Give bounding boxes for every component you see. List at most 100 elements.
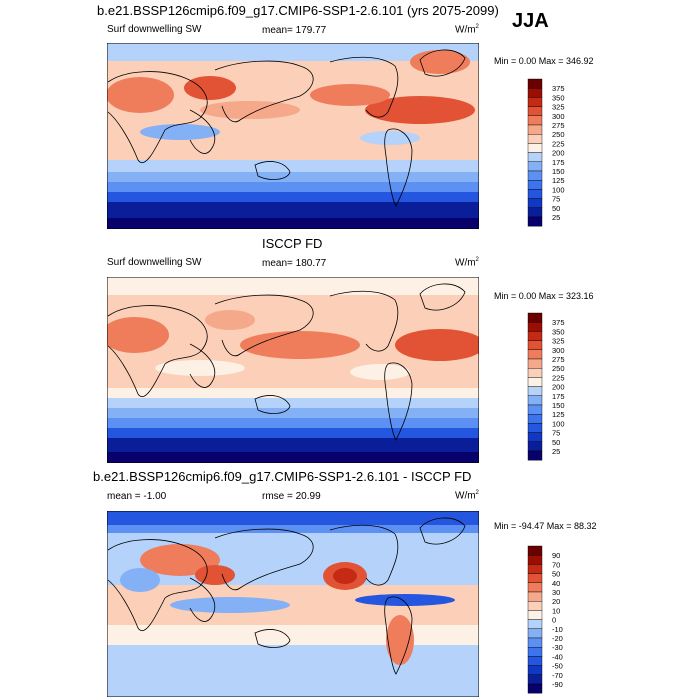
colorbar-tick-label: 40 xyxy=(552,579,560,588)
colorbar-box xyxy=(527,573,543,583)
colorbar-tick-label: 350 xyxy=(552,327,565,336)
colorbar-box xyxy=(527,189,543,199)
colorbar-tick-label: -70 xyxy=(552,671,563,680)
colorbar-tick-label: 100 xyxy=(552,185,565,194)
colorbar-box xyxy=(527,414,543,424)
colorbar-box xyxy=(527,545,543,556)
panel2-title: ISCCP FD xyxy=(262,236,323,251)
colorbar-box xyxy=(527,637,543,648)
colorbar-box xyxy=(527,124,543,135)
colorbar-tick-label: 300 xyxy=(552,112,565,121)
colorbar-tick-label: 25 xyxy=(552,447,560,456)
colorbar-box xyxy=(527,216,543,227)
colorbar-tick-label: -90 xyxy=(552,680,563,689)
panel2-colorbar: 2550751001251501752002252502753003253503… xyxy=(527,312,565,461)
panel1-units: W/m2 xyxy=(455,24,479,36)
colorbar-box xyxy=(527,423,543,433)
colorbar-tick-label: 100 xyxy=(552,419,565,428)
colorbar-box xyxy=(527,312,543,323)
colorbar-tick-label: -40 xyxy=(552,652,563,661)
colorbar-tick-label: 150 xyxy=(552,401,565,410)
colorbar-box xyxy=(527,331,543,341)
panel1-minmax: Min = 0.00 Max = 346.92 xyxy=(494,56,594,66)
colorbar-tick-label: 375 xyxy=(552,318,565,327)
colorbar-tick-label: 75 xyxy=(552,429,560,438)
colorbar-tick-label: 300 xyxy=(552,346,565,355)
colorbar-tick-label: 90 xyxy=(552,551,560,560)
colorbar-box xyxy=(527,386,543,397)
colorbar-tick-label: 25 xyxy=(552,213,560,222)
colorbar-box xyxy=(527,322,543,332)
panel2-map xyxy=(107,277,479,463)
colorbar-tick-label: -30 xyxy=(552,643,563,652)
colorbar-box xyxy=(527,395,543,406)
colorbar-box xyxy=(527,161,543,172)
colorbar-tick-label: 50 xyxy=(552,204,560,213)
colorbar-tick-label: 325 xyxy=(552,103,565,112)
colorbar-box xyxy=(527,349,543,360)
colorbar-box xyxy=(527,198,543,209)
colorbar-box xyxy=(527,450,543,461)
colorbar-tick-label: 175 xyxy=(552,158,565,167)
colorbar-tick-label: 200 xyxy=(552,149,565,158)
colorbar-tick-label: 75 xyxy=(552,195,560,204)
colorbar-tick-label: 150 xyxy=(552,167,565,176)
colorbar-box xyxy=(527,78,543,89)
panel2-units: W/m2 xyxy=(455,257,479,269)
colorbar-tick-label: 350 xyxy=(552,93,565,102)
colorbar-tick-label: 250 xyxy=(552,364,565,373)
colorbar-box xyxy=(527,152,543,163)
colorbar-box xyxy=(527,591,543,602)
colorbar-box xyxy=(527,368,543,378)
panel2-minmax: Min = 0.00 Max = 323.16 xyxy=(494,291,594,301)
colorbar-tick-label: 275 xyxy=(552,121,565,130)
colorbar-tick-label: -20 xyxy=(552,634,563,643)
colorbar-tick-label: 70 xyxy=(552,560,560,569)
colorbar-tick-label: 125 xyxy=(552,176,565,185)
colorbar-box xyxy=(527,87,543,98)
colorbar-box xyxy=(527,601,543,611)
colorbar-box xyxy=(527,115,543,126)
colorbar-box xyxy=(527,377,543,387)
colorbar-tick-label: 225 xyxy=(552,373,565,382)
colorbar-box xyxy=(527,179,543,190)
colorbar-tick-label: -10 xyxy=(552,625,563,634)
colorbar-tick-label: 50 xyxy=(552,438,560,447)
panel3-rmse-label: rmse = 20.99 xyxy=(262,491,321,502)
colorbar-box xyxy=(527,143,543,153)
colorbar-tick-label: 0 xyxy=(552,616,556,625)
colorbar-tick-label: 325 xyxy=(552,337,565,346)
panel1-colorbar: 2550751001251501752002252502753003253503… xyxy=(527,78,565,227)
season-label: JJA xyxy=(512,10,549,32)
colorbar-box xyxy=(527,404,543,415)
colorbar-tick-label: -50 xyxy=(552,662,563,671)
colorbar-box xyxy=(527,647,543,657)
colorbar-box xyxy=(527,619,543,629)
colorbar-box xyxy=(527,207,543,218)
colorbar-tick-label: 275 xyxy=(552,355,565,364)
colorbar-box xyxy=(527,106,543,116)
colorbar-box xyxy=(527,564,543,574)
panel3-minmax: Min = -94.47 Max = 88.32 xyxy=(494,521,597,531)
colorbar-box xyxy=(527,683,543,694)
panel3-mean-label: mean = -1.00 xyxy=(107,491,167,502)
colorbar-box xyxy=(527,441,543,452)
colorbar-box xyxy=(527,340,543,351)
colorbar-tick-label: 175 xyxy=(552,392,565,401)
colorbar-box xyxy=(527,674,543,685)
colorbar-box xyxy=(527,628,543,639)
colorbar-tick-label: 375 xyxy=(552,84,565,93)
colorbar-box xyxy=(527,170,543,181)
colorbar-box xyxy=(527,133,543,144)
colorbar-box xyxy=(527,358,543,369)
panel1-title: b.e21.BSSP126cmip6.f09_g17.CMIP6-SSP1-2.… xyxy=(97,3,499,18)
colorbar-tick-label: 225 xyxy=(552,139,565,148)
colorbar-tick-label: 20 xyxy=(552,597,560,606)
colorbar-box xyxy=(527,610,543,620)
colorbar-box xyxy=(527,555,543,565)
panel3-map xyxy=(107,511,479,697)
colorbar-tick-label: 125 xyxy=(552,410,565,419)
colorbar-box xyxy=(527,665,543,675)
